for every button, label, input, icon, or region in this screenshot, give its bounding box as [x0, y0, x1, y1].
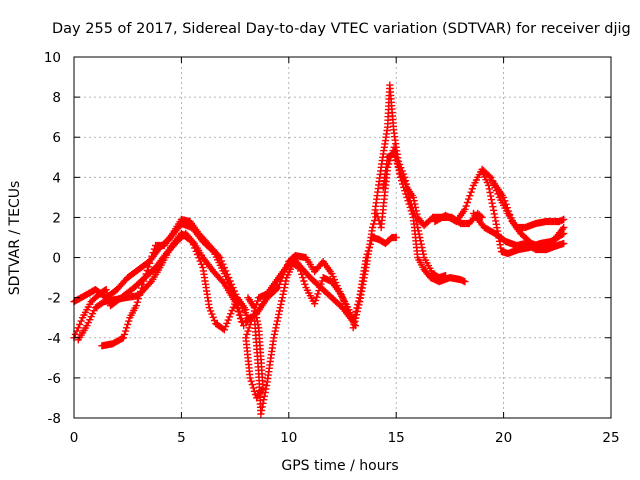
- plus-markers: [371, 81, 450, 282]
- x-tick-label: 20: [495, 430, 512, 446]
- y-tick-label: -2: [48, 291, 61, 307]
- plus-markers: [349, 143, 469, 332]
- plus-markers: [98, 215, 250, 350]
- y-tick-label: 8: [52, 90, 61, 106]
- y-tick-label: -4: [48, 331, 61, 347]
- plus-markers: [489, 177, 568, 252]
- x-tick-label: 10: [280, 430, 297, 446]
- y-tick-label: 4: [52, 170, 61, 186]
- x-axis-ticks: 0 5 10 15 20 25: [70, 57, 620, 446]
- y-tick-label: 6: [52, 130, 61, 146]
- series-satellite-track-9: [371, 81, 450, 282]
- plus-markers: [242, 233, 400, 326]
- series-satellite-track-3: [98, 215, 250, 350]
- x-tick-label: 0: [70, 430, 79, 446]
- y-axis-ticks: -8 -6 -4 -2 0 2 4 6 8 10: [44, 50, 611, 427]
- x-tick-label: 5: [177, 430, 186, 446]
- y-axis-label: SDTVAR / TECUs: [7, 181, 23, 296]
- y-tick-label: -8: [48, 411, 61, 427]
- series-satellite-track-8: [349, 143, 469, 332]
- x-axis-label: GPS time / hours: [281, 458, 398, 474]
- series-satellite-track-4: [74, 229, 252, 344]
- x-tick-label: 15: [388, 430, 405, 446]
- plot-frame: [73, 56, 612, 419]
- plus-markers: [74, 229, 252, 344]
- plus-markers: [250, 260, 359, 418]
- y-tick-label: 2: [52, 210, 61, 226]
- y-tick-label: 10: [44, 50, 61, 66]
- gridlines: [74, 57, 611, 418]
- data-points: [70, 81, 568, 418]
- chart-title: Day 255 of 2017, Sidereal Day-to-day VTE…: [52, 21, 631, 37]
- series-satellite-track-14: [489, 177, 568, 252]
- x-tick-label: 25: [602, 430, 619, 446]
- y-tick-label: 0: [52, 251, 61, 267]
- y-tick-label: -6: [48, 371, 61, 387]
- series-satellite-track-6: [250, 260, 359, 418]
- series-satellite-track-7: [242, 233, 400, 326]
